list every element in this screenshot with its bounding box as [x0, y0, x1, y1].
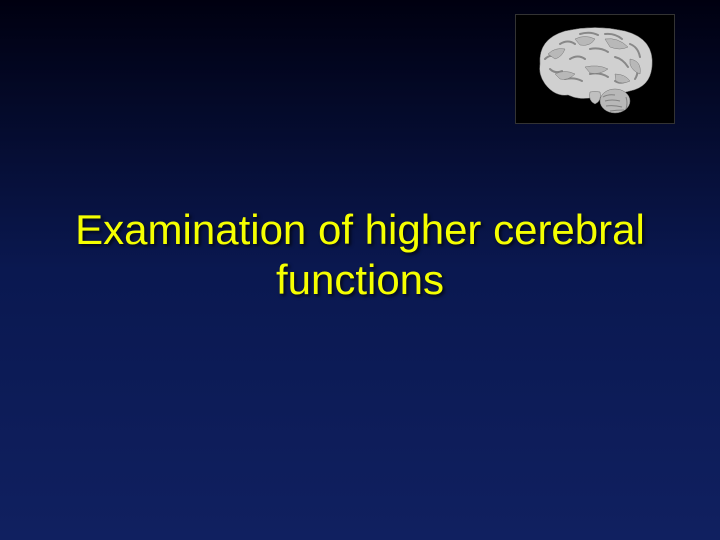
title-line-2: functions: [276, 256, 444, 303]
title-line-1: Examination of higher cerebral: [75, 206, 645, 253]
slide-title-block: Examination of higher cerebral functions: [0, 205, 720, 306]
slide-title: Examination of higher cerebral functions: [40, 205, 680, 306]
brain-sagittal-icon: [520, 19, 670, 119]
brain-image-container: [515, 14, 675, 124]
